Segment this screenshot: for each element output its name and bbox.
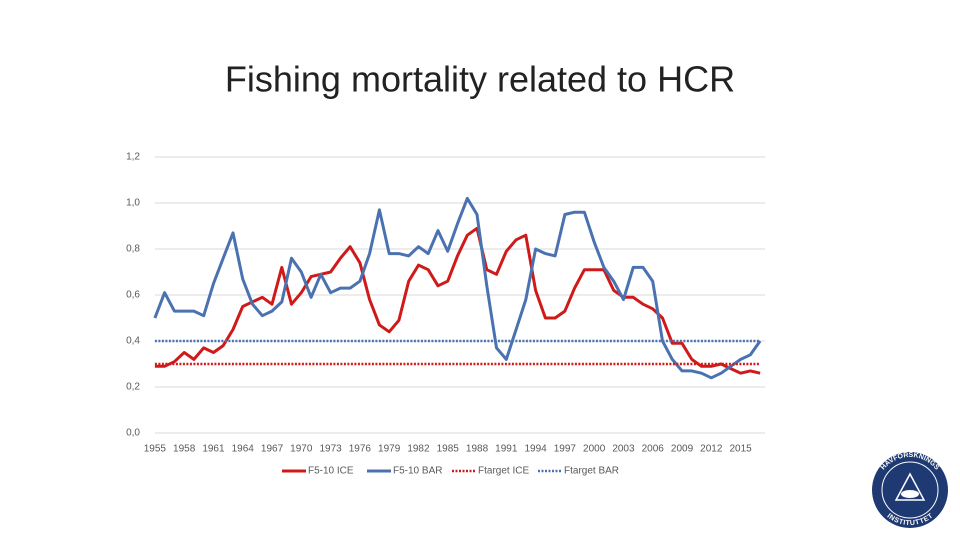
x-tick-label: 1967 [261, 444, 284, 455]
legend-label: F5-10 BAR [393, 466, 442, 477]
legend-label: F5-10 ICE [308, 466, 354, 477]
x-tick-label: 1982 [407, 444, 430, 455]
logo-fish [901, 490, 919, 498]
y-tick-label: 0,2 [126, 382, 140, 393]
y-tick-label: 1,2 [126, 152, 140, 163]
x-tick-label: 1994 [524, 444, 547, 455]
y-tick-label: 0,8 [126, 244, 140, 255]
y-tick-label: 0,0 [126, 428, 140, 439]
x-tick-label: 2006 [642, 444, 665, 455]
x-tick-label: 1997 [554, 444, 577, 455]
x-tick-label: 1955 [144, 444, 167, 455]
x-tick-label: 2009 [671, 444, 694, 455]
x-tick-label: 1973 [319, 444, 342, 455]
y-tick-label: 1,0 [126, 198, 140, 209]
chart-title: Fishing mortality related to HCR [225, 59, 735, 100]
logo: HAVFORSKNINGS INSTITUTTET [872, 452, 948, 528]
x-tick-label: 1964 [232, 444, 255, 455]
x-tick-label: 1988 [466, 444, 489, 455]
x-tick-label: 2003 [612, 444, 635, 455]
legend-label: Ftarget ICE [478, 466, 529, 477]
x-tick-label: 2015 [729, 444, 752, 455]
x-tick-label: 1985 [437, 444, 460, 455]
logo-ring [881, 461, 939, 519]
x-tick-label: 1961 [202, 444, 225, 455]
x-tick-label: 2000 [583, 444, 606, 455]
x-tick-label: 2012 [700, 444, 723, 455]
logo-icon [894, 472, 926, 501]
x-tick-label: 1976 [349, 444, 372, 455]
x-tick-label: 1958 [173, 444, 196, 455]
y-tick-label: 0,4 [126, 336, 140, 347]
y-tick-label: 0,6 [126, 290, 140, 301]
legend-label: Ftarget BAR [564, 466, 619, 477]
series-line [153, 196, 762, 380]
x-tick-label: 1970 [290, 444, 313, 455]
x-tick-label: 1979 [378, 444, 401, 455]
x-tick-label: 1991 [495, 444, 518, 455]
